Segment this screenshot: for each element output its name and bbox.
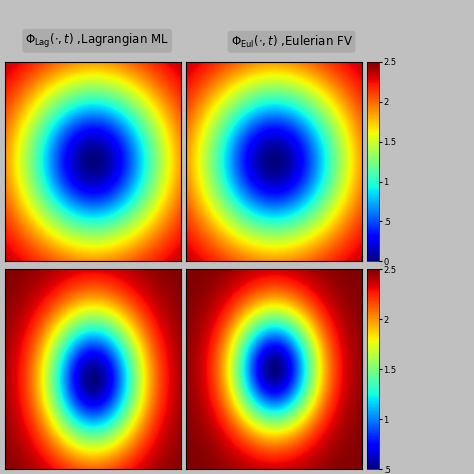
Text: $\Phi_{\mathrm{Eul}}(\cdot, t)$ ,Eulerian FV: $\Phi_{\mathrm{Eul}}(\cdot, t)$ ,Euleria…	[230, 34, 353, 50]
Text: $\Phi_{\mathrm{Lag}}(\cdot, t)$ ,Lagrangian ML: $\Phi_{\mathrm{Lag}}(\cdot, t)$ ,Lagrang…	[25, 32, 169, 50]
